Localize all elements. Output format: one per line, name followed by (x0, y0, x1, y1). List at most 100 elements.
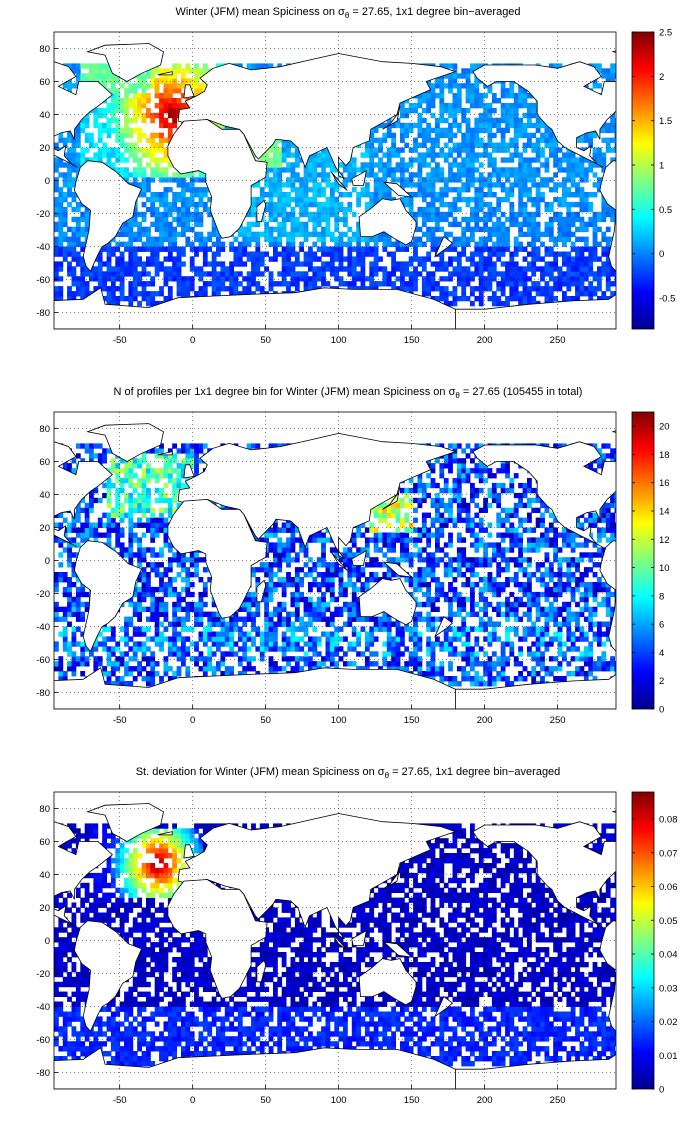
colorbar-tick-label: 14 (659, 507, 670, 518)
y-tick-label: -40 (36, 242, 50, 253)
colorbar-tick-label: 0.05 (659, 916, 678, 927)
land-mass (54, 441, 114, 548)
land-mass (683, 452, 696, 455)
land-mass (472, 441, 616, 548)
x-tick-label: 200 (477, 715, 493, 726)
land-mass (472, 61, 616, 168)
land-mass (157, 71, 173, 76)
land-mass (455, 294, 616, 329)
colorbar (631, 411, 655, 710)
land-mass (434, 615, 454, 638)
land-mass (472, 821, 616, 928)
land-mass (611, 810, 616, 813)
land-mass (611, 430, 616, 433)
land-mass (599, 160, 616, 272)
land-mass (54, 61, 114, 168)
colorbar-tick-label: 0.04 (659, 950, 678, 961)
y-tick-label: -40 (36, 1002, 50, 1013)
grid (54, 792, 616, 1089)
land-mass (382, 486, 401, 510)
land-mass (86, 423, 164, 462)
x-tick-label: 100 (331, 335, 347, 346)
colorbar-tick-label: 0.5 (659, 205, 672, 216)
y-tick-label: -20 (36, 209, 50, 220)
y-tick-label: -80 (36, 688, 50, 699)
colorbar-tick-label: 1 (659, 160, 664, 171)
x-tick-label: 100 (331, 1095, 347, 1106)
land-mass (331, 552, 348, 571)
land-mass (256, 959, 267, 983)
panel-3-title: St. deviation for Winter (JFM) mean Spic… (135, 766, 561, 781)
colorbar-tick-label: 0.03 (659, 983, 678, 994)
x-tick-label: 200 (477, 1095, 493, 1106)
panel-2: -50 0 50 100 150 200 250806040200-20-40-60-802… (36, 411, 696, 726)
y-tick-label: -80 (36, 1068, 50, 1079)
y-tick-label: 80 (39, 424, 50, 435)
x-tick-label: 150 (404, 335, 420, 346)
land-mass (351, 549, 367, 566)
coastlines (54, 43, 696, 329)
panel-2-title: N of profiles per 1x1 degree bin for Win… (113, 386, 583, 401)
y-tick-label: 60 (39, 457, 50, 468)
land-mass (183, 84, 195, 99)
y-tick-label: 0 (45, 936, 50, 947)
colorbar-tick-label: 0.01 (659, 1051, 678, 1062)
x-tick-label: 250 (550, 715, 566, 726)
x-tick-label: 50 (260, 335, 271, 346)
colorbar-tick-label: 0 (659, 705, 664, 716)
panel-1-title: Winter (JFM) mean Spiciness on σθ = 27.6… (175, 6, 521, 21)
land-mass (382, 106, 401, 130)
y-tick-label: -60 (36, 655, 50, 666)
x-tick-label: 100 (331, 715, 347, 726)
land-mass (683, 72, 696, 75)
land-mass (177, 53, 457, 180)
colorbar-tick-label: -0.5 (659, 293, 675, 304)
land-mass (683, 832, 696, 835)
panel-1: -50 0 50 100 150 200 250806040200-20-40-60-802… (36, 28, 696, 347)
land-mass (54, 287, 456, 329)
colorbar-tick-label: 0.07 (659, 848, 678, 859)
land-mass (331, 172, 348, 191)
colorbar (631, 791, 655, 1090)
colorbar-tick-label: 0.02 (659, 1017, 678, 1028)
x-tick-label: 150 (404, 1095, 420, 1106)
x-tick-label: -50 (113, 1095, 127, 1106)
y-tick-label: 0 (45, 556, 50, 567)
panel-3: -50 0 50 100 150 200 250806040200-20-40-60-800… (36, 791, 696, 1106)
colorbar-tick-label: 6 (659, 620, 664, 631)
y-tick-label: 80 (39, 804, 50, 815)
x-tick-label: 150 (404, 715, 420, 726)
colorbar-tick-label: 0.06 (659, 882, 678, 893)
land-mass (54, 1047, 456, 1089)
land-mass (358, 958, 417, 1006)
colorbar-tick-label: 2 (659, 72, 664, 83)
land-mass (183, 844, 195, 859)
colorbar-tick-label: 0.08 (659, 815, 678, 826)
land-mass (73, 540, 143, 653)
x-tick-label: 0 (190, 335, 195, 346)
y-tick-label: 0 (45, 176, 50, 187)
grid (54, 32, 616, 329)
y-tick-label: 80 (39, 44, 50, 55)
y-tick-label: 20 (39, 523, 50, 534)
land-mass (177, 813, 457, 940)
colorbar-tick-label: 0 (659, 1085, 664, 1096)
land-mass (177, 432, 457, 560)
x-tick-label: -50 (113, 335, 127, 346)
y-tick-label: -80 (36, 308, 50, 319)
land-mass (331, 932, 348, 951)
colorbar-tick-label: 1.5 (659, 116, 672, 127)
colorbar (631, 31, 655, 330)
land-mass (351, 169, 367, 186)
land-mass (167, 119, 268, 239)
colorbar-tick-label: 8 (659, 591, 664, 602)
x-tick-label: 50 (260, 715, 271, 726)
y-tick-label: 40 (39, 110, 50, 121)
land-mass (358, 198, 417, 246)
coastlines (54, 803, 696, 1089)
land-mass (86, 43, 164, 82)
land-mass (455, 1054, 616, 1089)
land-mass (73, 920, 143, 1033)
x-tick-label: 200 (477, 335, 493, 346)
land-mass (256, 199, 267, 223)
